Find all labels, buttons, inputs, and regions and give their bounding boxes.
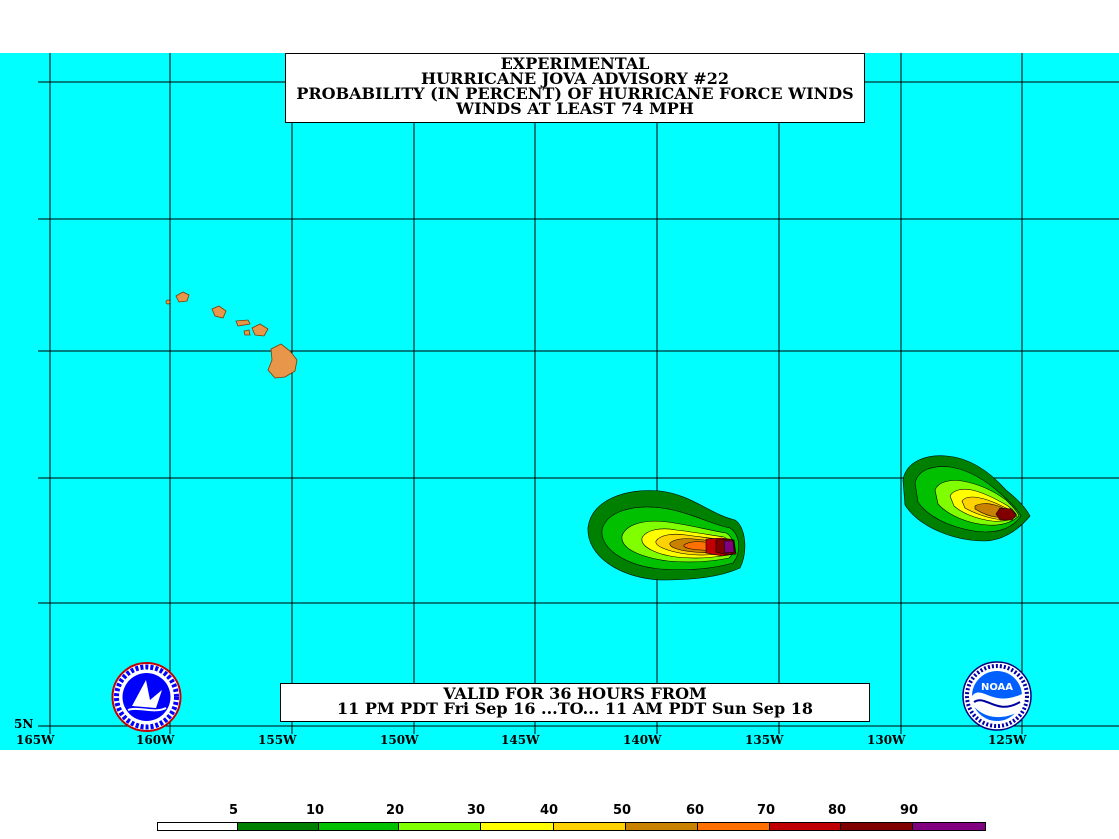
noaa-logo-icon: NOAA bbox=[962, 661, 1032, 731]
legend-label: 40 bbox=[540, 803, 559, 818]
legend-swatch bbox=[398, 822, 481, 831]
title-box: EXPERIMENTAL HURRICANE JOVA ADVISORY #22… bbox=[285, 53, 865, 123]
legend-label: 60 bbox=[686, 803, 705, 818]
lon-label: 165W bbox=[16, 733, 55, 747]
lon-label: 155W bbox=[258, 733, 297, 747]
lon-label: 125W bbox=[988, 733, 1027, 747]
legend-swatch bbox=[553, 822, 626, 831]
valid-line-2: 11 PM PDT Fri Sep 16 ...TO... 11 AM PDT … bbox=[337, 699, 813, 718]
probability-map bbox=[0, 53, 1119, 750]
legend-swatch bbox=[912, 822, 986, 831]
legend-label: 10 bbox=[306, 803, 325, 818]
lon-label: 140W bbox=[623, 733, 662, 747]
legend-label: 30 bbox=[467, 803, 486, 818]
title-line-4: WINDS AT LEAST 74 MPH bbox=[456, 99, 694, 118]
probability-system-east bbox=[902, 455, 1031, 542]
legend-label: 70 bbox=[757, 803, 776, 818]
lon-label: 160W bbox=[136, 733, 175, 747]
legend-label: 80 bbox=[828, 803, 847, 818]
lon-label: 150W bbox=[380, 733, 419, 747]
molokai-island bbox=[235, 319, 251, 327]
legend-swatch bbox=[840, 822, 913, 831]
legend-swatch bbox=[318, 822, 399, 831]
noaa-logo-text: NOAA bbox=[981, 682, 1013, 693]
valid-time-box: VALID FOR 36 HOURS FROM 11 PM PDT Fri Se… bbox=[280, 683, 870, 722]
legend-label: 50 bbox=[613, 803, 632, 818]
lon-label: 135W bbox=[745, 733, 784, 747]
probability-system-west bbox=[587, 490, 746, 581]
legend-swatch bbox=[697, 822, 770, 831]
legend-swatch bbox=[480, 822, 554, 831]
valid-line-1: VALID FOR 36 HOURS FROM bbox=[443, 684, 707, 703]
legend-label: 90 bbox=[900, 803, 919, 818]
nws-logo-icon bbox=[111, 662, 182, 732]
ocean bbox=[0, 53, 1119, 750]
lon-label: 130W bbox=[867, 733, 906, 747]
title-line-1: EXPERIMENTAL bbox=[500, 54, 650, 73]
title-line-3: PROBABILITY (IN PERCENT) OF HURRICANE FO… bbox=[296, 84, 854, 103]
lat-label-5n: 5N bbox=[14, 717, 34, 731]
title-line-2: HURRICANE JOVA ADVISORY #22 bbox=[421, 69, 729, 88]
lanai-island bbox=[243, 329, 251, 336]
legend-label: 5 bbox=[229, 803, 239, 818]
legend-swatch bbox=[157, 822, 238, 831]
legend-label: 20 bbox=[386, 803, 405, 818]
niihau-island bbox=[165, 299, 171, 305]
legend-swatch bbox=[237, 822, 319, 831]
kauai-island bbox=[175, 291, 190, 303]
legend-swatch bbox=[625, 822, 698, 831]
oahu-island bbox=[211, 305, 227, 319]
lon-label: 145W bbox=[501, 733, 540, 747]
hawaiian-islands bbox=[165, 291, 298, 379]
big-island bbox=[267, 343, 298, 379]
maui-island bbox=[251, 323, 269, 337]
legend-swatch bbox=[769, 822, 841, 831]
lat-lon-grid bbox=[38, 53, 1119, 734]
